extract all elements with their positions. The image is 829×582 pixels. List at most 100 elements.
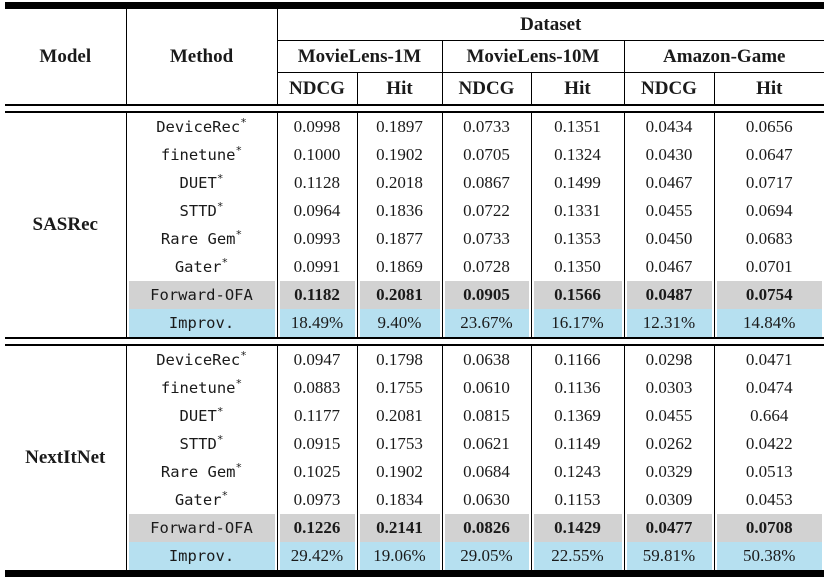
method-label: STTD (179, 435, 217, 453)
value-cell: 0.2081 (357, 281, 443, 309)
header-row-metrics: NDCG Hit NDCG Hit NDCG Hit (5, 72, 824, 104)
method-cell: Rare Gem* (126, 225, 278, 253)
value-cell: 0.0309 (624, 486, 715, 514)
value-cell: 0.0867 (442, 169, 532, 197)
method-cell: DUET* (126, 402, 278, 430)
method-label: STTD (179, 202, 217, 220)
method-cell: Rare Gem* (126, 458, 278, 486)
table-row: STTD* 0.0915 0.1753 0.0621 0.1149 0.0262 0.042… (5, 430, 824, 458)
value-cell: 0.0683 (745, 229, 793, 248)
value-cell: 0.1324 (531, 141, 625, 169)
method-asterisk: * (216, 404, 224, 418)
value-cell: 0.1182 (277, 281, 358, 309)
method-cell: DeviceRec* (126, 346, 278, 374)
table-row: Forward-OFA 0.1226 0.2141 0.0826 0.1429 0.047… (5, 514, 825, 542)
table-body: SASRec DeviceRec* 0.0998 0.1897 0.0733 0.1351… (5, 104, 825, 574)
value-cell: 0.0964 (277, 197, 358, 225)
model-cell: NextItNet (5, 346, 127, 574)
value-cell: 22.55% (531, 542, 625, 574)
method-label: Improv. (168, 314, 235, 332)
value-cell: 0.1902 (357, 141, 443, 169)
value-cell: 0.1226 (277, 514, 358, 542)
method-asterisk: * (235, 227, 243, 241)
section-divider (5, 337, 825, 346)
table-header: Model Method Dataset MovieLens-1M MovieL… (5, 5, 825, 104)
table-row: finetune* 0.0883 0.1755 0.0610 0.1136 0.0303 0… (5, 374, 824, 402)
value-cell: 0.2018 (357, 169, 443, 197)
method-cell: Gater* (126, 253, 278, 281)
method-label: Forward-OFA (150, 286, 253, 304)
method-asterisk: * (235, 376, 243, 390)
value-cell: 0.0915 (277, 430, 358, 458)
value-cell: 0.0638 (442, 346, 532, 374)
double-rule (5, 104, 825, 113)
value-cell: 0.2141 (357, 514, 443, 542)
method-cell: finetune* (126, 374, 278, 402)
value-cell: 0.0728 (442, 253, 532, 281)
method-label: Rare Gem (160, 230, 236, 248)
value-cell: 0.0303 (624, 374, 715, 402)
table-row: Improv. 29.42% 19.06% 29.05% 22.55% 59.81% 50.… (5, 542, 825, 574)
table-row: Improv. 18.49% 9.40% 23.67% 16.17% 12.31% 14.8… (5, 309, 825, 337)
value-cell: 0.664 (750, 406, 789, 425)
value-cell: 0.1566 (531, 281, 625, 309)
method-label: DUET (179, 407, 217, 425)
section-divider (5, 104, 825, 113)
value-cell: 0.1243 (531, 458, 625, 486)
value-cell: 0.0477 (624, 514, 715, 542)
method-asterisk: * (221, 488, 229, 502)
table-row: Rare Gem* 0.1025 0.1902 0.0684 0.1243 0.0329 0… (5, 458, 824, 486)
value-cell: 0.1166 (531, 346, 625, 374)
method-label: DUET (179, 174, 217, 192)
value-cell: 0.0430 (624, 141, 715, 169)
value-cell: 0.1834 (357, 486, 443, 514)
value-cell: 0.0513 (745, 462, 793, 481)
value-cell: 0.1025 (277, 458, 358, 486)
value-cell: 0.0630 (442, 486, 532, 514)
header-group-movielens-10m: MovieLens-10M (442, 40, 625, 73)
method-cell: STTD* (126, 430, 278, 458)
value-cell: 0.0453 (745, 490, 793, 509)
value-cell: 0.0434 (624, 113, 715, 141)
method-cell: Improv. (126, 309, 278, 337)
value-cell: 0.0733 (442, 113, 532, 141)
value-cell: 0.1429 (531, 514, 625, 542)
value-cell: 0.0471 (745, 350, 793, 369)
method-label: Gater (174, 258, 222, 276)
table-row: SASRec DeviceRec* 0.0998 0.1897 0.0733 0.1351… (5, 113, 824, 337)
value-cell: 0.0733 (442, 225, 532, 253)
header-group-amazon-game: Amazon-Game (624, 40, 825, 73)
method-asterisk: * (216, 199, 224, 213)
table-row: Gater* 0.0973 0.1834 0.0630 0.1153 0.0309 0.04… (5, 486, 824, 514)
method-asterisk: * (216, 171, 224, 185)
method-label: DeviceRec (156, 351, 241, 369)
value-cell: 0.1798 (357, 346, 443, 374)
results-table: Model Method Dataset MovieLens-1M MovieL… (5, 2, 825, 577)
value-cell: 0.0467 (624, 169, 715, 197)
value-cell: 0.0905 (442, 281, 532, 309)
model-cell: SASRec (5, 113, 127, 337)
value-cell: 16.17% (531, 309, 625, 337)
value-cell: 12.31% (624, 309, 715, 337)
value-cell: 0.0998 (277, 113, 358, 141)
method-label: finetune (160, 146, 236, 164)
header-metric-ndcg: NDCG (442, 72, 532, 104)
value-cell: 0.0701 (745, 257, 793, 276)
method-cell: finetune* (126, 141, 278, 169)
value-cell: 0.0647 (745, 145, 793, 164)
value-cell: 0.1351 (531, 113, 625, 141)
value-cell: 0.1331 (531, 197, 625, 225)
double-rule (5, 337, 825, 346)
method-asterisk: * (221, 255, 229, 269)
value-cell: 0.0708 (714, 514, 825, 542)
value-cell: 0.1177 (277, 402, 358, 430)
value-cell: 0.1755 (357, 374, 443, 402)
value-cell: 18.49% (277, 309, 358, 337)
header-model: Model (5, 5, 127, 104)
value-cell: 0.1897 (357, 113, 443, 141)
header-metric-hit: Hit (531, 72, 625, 104)
table-row: STTD* 0.0964 0.1836 0.0722 0.1331 0.0455 0.069… (5, 197, 824, 225)
value-cell: 0.1149 (531, 430, 625, 458)
method-label: finetune (160, 379, 236, 397)
header-metric-hit: Hit (357, 72, 443, 104)
